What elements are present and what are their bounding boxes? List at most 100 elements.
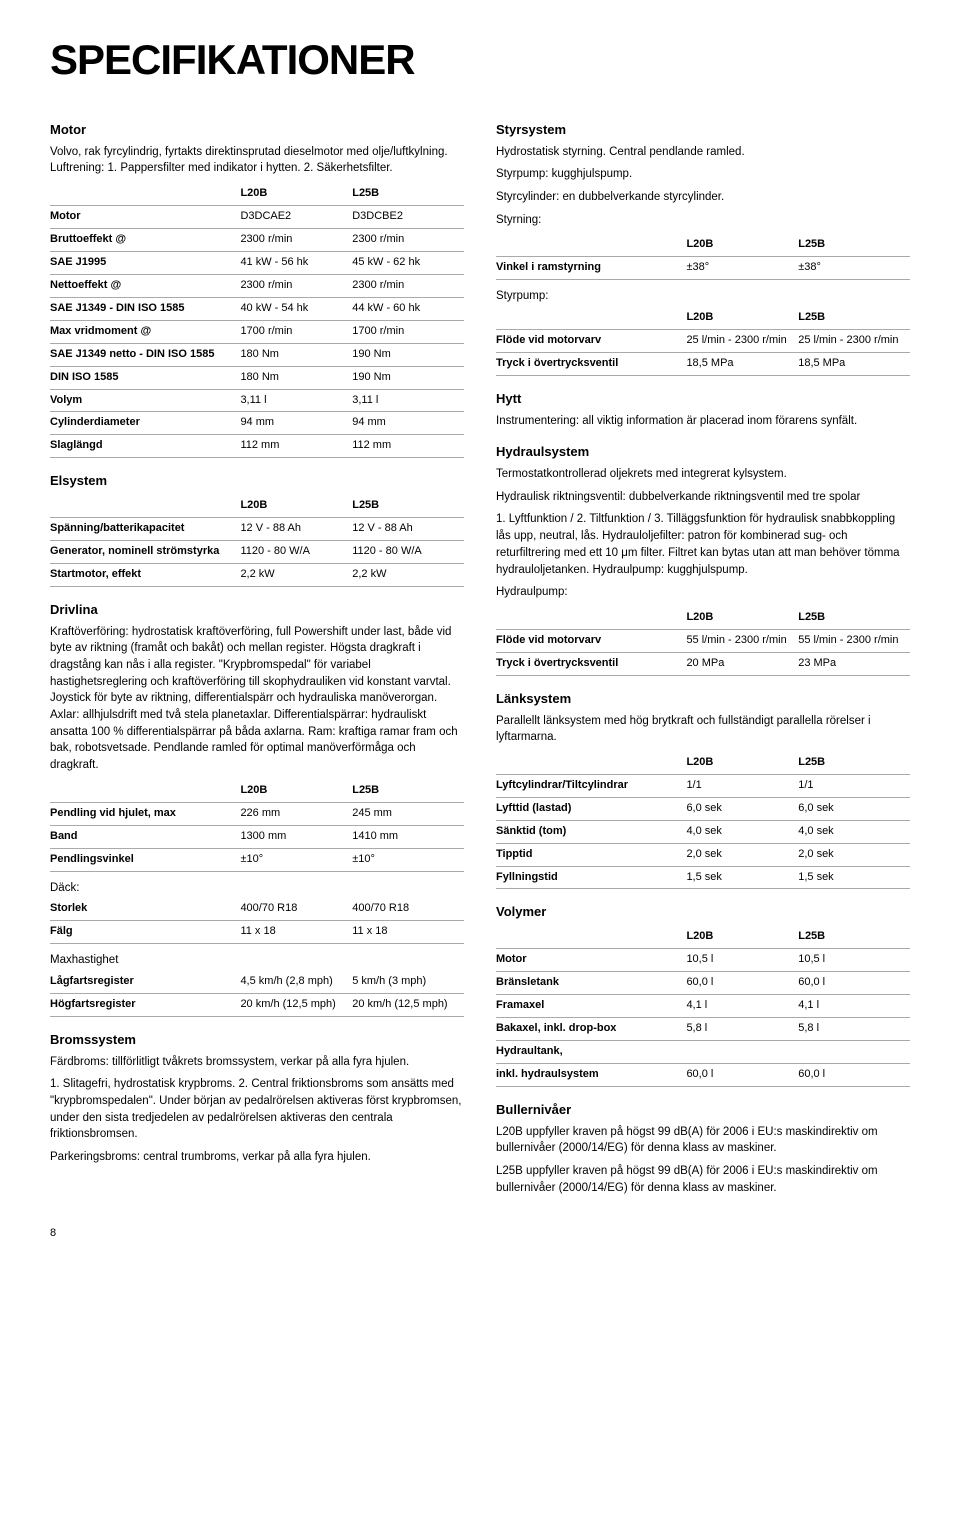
table-cell: Max vridmoment @ — [50, 320, 240, 343]
table-row: Lågfartsregister4,5 km/h (2,8 mph)5 km/h… — [50, 971, 464, 993]
table-cell: 2,0 sek — [686, 843, 798, 866]
styrsystem-p2: Styrpump: kugghjulspump. — [496, 166, 910, 183]
left-column: Motor Volvo, rak fyrcylindrig, fyrtakts … — [50, 121, 464, 1203]
table-cell: SAE J1995 — [50, 251, 240, 274]
table-cell: 112 mm — [352, 435, 464, 458]
table-cell: 1700 r/min — [240, 320, 352, 343]
styrsystem-table: L20B L25B Vinkel i ramstyrning±38°±38° — [496, 234, 910, 280]
styrsystem-p4: Styrning: — [496, 212, 910, 229]
motor-tbody: MotorD3DCAE2D3DCBE2Bruttoeffekt @2300 r/… — [50, 206, 464, 458]
styrsystem-p3: Styrcylinder: en dubbelverkande styrcyli… — [496, 189, 910, 206]
table-cell: Cylinderdiameter — [50, 412, 240, 435]
table-cell: Volym — [50, 389, 240, 412]
table-row: Bränsletank60,0 l60,0 l — [496, 972, 910, 995]
table-cell: Lyftcylindrar/Tiltcylindrar — [496, 774, 686, 797]
table-cell: 23 MPa — [798, 652, 910, 675]
table-row: Tryck i övertrycksventil20 MPa23 MPa — [496, 652, 910, 675]
elsystem-table: L20B L25B Spänning/batterikapacitet12 V … — [50, 495, 464, 587]
table-row: Bruttoeffekt @2300 r/min2300 r/min — [50, 228, 464, 251]
bullernivaer-p1: L20B uppfyller kraven på högst 99 dB(A) … — [496, 1124, 910, 1157]
table-row: Lyfttid (lastad)6,0 sek6,0 sek — [496, 797, 910, 820]
table-row: Sänktid (tom)4,0 sek4,0 sek — [496, 820, 910, 843]
drivlina-tbody: Pendling vid hjulet, max226 mm245 mmBand… — [50, 802, 464, 871]
table-cell: DIN ISO 1585 — [50, 366, 240, 389]
table-row: Bakaxel, inkl. drop-box5,8 l5,8 l — [496, 1018, 910, 1041]
table-cell: 2300 r/min — [240, 228, 352, 251]
table-cell: 25 l/min - 2300 r/min — [686, 329, 798, 352]
table-cell: Lyfttid (lastad) — [496, 797, 686, 820]
th: L20B — [686, 752, 798, 774]
th: L25B — [352, 495, 464, 517]
table-cell: 1120 - 80 W/A — [352, 541, 464, 564]
th: L20B — [240, 183, 352, 205]
th: L25B — [798, 752, 910, 774]
elsystem-tbody: Spänning/batterikapacitet12 V - 88 Ah12 … — [50, 518, 464, 587]
maxhastighet-tbody: Lågfartsregister4,5 km/h (2,8 mph)5 km/h… — [50, 971, 464, 1016]
volymer-heading: Volymer — [496, 903, 910, 922]
lanksystem-table: L20B L25B Lyftcylindrar/Tiltcylindrar1/1… — [496, 752, 910, 890]
table-cell: 94 mm — [240, 412, 352, 435]
table-cell: 190 Nm — [352, 366, 464, 389]
table-row: Fyllningstid1,5 sek1,5 sek — [496, 866, 910, 889]
th — [496, 752, 686, 774]
table-cell: 245 mm — [352, 802, 464, 825]
table-cell: Bränsletank — [496, 972, 686, 995]
table-row: Startmotor, effekt2,2 kW2,2 kW — [50, 563, 464, 586]
table-row: Band1300 mm1410 mm — [50, 825, 464, 848]
bullernivaer-heading: Bullernivåer — [496, 1101, 910, 1120]
table-cell: Högfartsregister — [50, 993, 240, 1016]
table-cell: 2300 r/min — [352, 228, 464, 251]
table-cell: 11 x 18 — [352, 921, 464, 944]
table-cell: ±10° — [352, 848, 464, 871]
table-row: Framaxel4,1 l4,1 l — [496, 995, 910, 1018]
maxhastighet-table: Lågfartsregister4,5 km/h (2,8 mph)5 km/h… — [50, 971, 464, 1017]
bromssystem-p1: Färdbroms: tillförlitligt tvåkrets broms… — [50, 1054, 464, 1071]
table-cell: Spänning/batterikapacitet — [50, 518, 240, 541]
volymer-table: L20B L25B Motor10,5 l10,5 lBränsletank60… — [496, 926, 910, 1087]
table-cell: D3DCBE2 — [352, 206, 464, 229]
th: L25B — [798, 926, 910, 948]
table-cell: Hydraultank, — [496, 1041, 686, 1064]
elsystem-heading: Elsystem — [50, 472, 464, 491]
table-cell: 60,0 l — [686, 1063, 798, 1086]
th — [496, 607, 686, 629]
th: L20B — [686, 234, 798, 256]
table-cell: 10,5 l — [798, 949, 910, 972]
th — [50, 780, 240, 802]
hydraulsystem-tbody: Flöde vid motorvarv55 l/min - 2300 r/min… — [496, 629, 910, 675]
table-cell: 20 km/h (12,5 mph) — [352, 993, 464, 1016]
table-row: inkl. hydraulsystem60,0 l60,0 l — [496, 1063, 910, 1086]
table-cell: 40 kW - 54 hk — [240, 297, 352, 320]
table-row: Motor10,5 l10,5 l — [496, 949, 910, 972]
styrpump-tbody: Flöde vid motorvarv25 l/min - 2300 r/min… — [496, 329, 910, 375]
table-cell: Tryck i övertrycksventil — [496, 652, 686, 675]
table-cell: 2,2 kW — [240, 563, 352, 586]
table-cell: 6,0 sek — [798, 797, 910, 820]
table-row: Flöde vid motorvarv55 l/min - 2300 r/min… — [496, 629, 910, 652]
table-row: Max vridmoment @1700 r/min1700 r/min — [50, 320, 464, 343]
th: L20B — [686, 307, 798, 329]
table-cell: 3,11 l — [240, 389, 352, 412]
styrpump-heading: Styrpump: — [496, 288, 910, 305]
table-row: Hydraultank, — [496, 1041, 910, 1064]
table-cell: 190 Nm — [352, 343, 464, 366]
maxhastighet-heading: Maxhastighet — [50, 952, 464, 969]
table-cell: 2,0 sek — [798, 843, 910, 866]
table-cell: Tryck i övertrycksventil — [496, 352, 686, 375]
table-cell: 60,0 l — [798, 1063, 910, 1086]
table-cell: SAE J1349 - DIN ISO 1585 — [50, 297, 240, 320]
motor-heading: Motor — [50, 121, 464, 140]
th: L25B — [798, 307, 910, 329]
table-cell: 41 kW - 56 hk — [240, 251, 352, 274]
table-cell: Lågfartsregister — [50, 971, 240, 993]
th: L25B — [798, 607, 910, 629]
table-row: Storlek400/70 R18400/70 R18 — [50, 898, 464, 920]
table-cell: Motor — [496, 949, 686, 972]
dack-heading: Däck: — [50, 880, 464, 897]
table-cell: 44 kW - 60 hk — [352, 297, 464, 320]
hydraulsystem-p1: Termostatkontrollerad oljekrets med inte… — [496, 466, 910, 483]
th: L25B — [798, 234, 910, 256]
styrpump-table: L20B L25B Flöde vid motorvarv25 l/min - … — [496, 307, 910, 376]
table-cell: Motor — [50, 206, 240, 229]
lanksystem-tbody: Lyftcylindrar/Tiltcylindrar1/11/1Lyfttid… — [496, 774, 910, 889]
